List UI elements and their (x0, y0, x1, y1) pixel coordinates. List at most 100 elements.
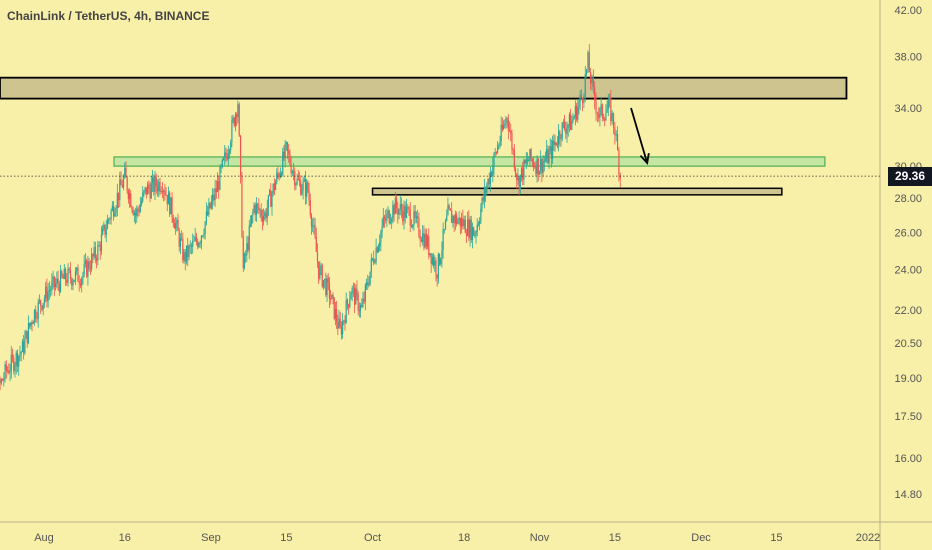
candle-body (468, 219, 470, 238)
x-tick-label: 15 (280, 532, 292, 544)
candle-body (134, 212, 137, 216)
candle-body (154, 177, 156, 192)
candle-body (45, 286, 47, 299)
candle-body (221, 159, 223, 167)
candle-body (178, 230, 180, 247)
candle-body (153, 177, 155, 192)
candle-body (424, 233, 426, 248)
candle-body (423, 233, 425, 248)
candle-body (522, 167, 524, 180)
candle-body (322, 280, 325, 287)
candle-body (581, 97, 584, 104)
candle-body (519, 174, 521, 190)
candle-body (234, 114, 237, 126)
candle-body (53, 276, 55, 287)
candle-body (368, 284, 370, 286)
candle-body (448, 205, 450, 209)
candle-body (115, 208, 117, 214)
candle-body (285, 142, 287, 145)
candle-body (549, 146, 551, 152)
candle-body (94, 246, 96, 258)
candle-body (200, 235, 203, 244)
candle-body (526, 159, 529, 162)
candle-body (353, 287, 356, 305)
candle-body (21, 341, 24, 352)
candle-body (110, 210, 112, 220)
candle-body (172, 217, 174, 224)
candle-body (418, 218, 420, 236)
candle-body (35, 309, 37, 319)
candle-body (422, 233, 424, 242)
candle-body (567, 124, 569, 129)
candle-body (15, 352, 17, 366)
candle-body (458, 217, 460, 221)
candle-body (588, 52, 590, 73)
candle-body (69, 270, 72, 279)
candle-body (459, 217, 461, 227)
y-tick-label: 14.80 (894, 489, 922, 501)
candle-body (339, 318, 341, 327)
candle-body (109, 219, 111, 221)
candle-body (38, 300, 41, 302)
candle-body (532, 161, 535, 167)
candle-body (491, 172, 493, 176)
candle-body (145, 187, 147, 195)
candle-body (290, 164, 292, 174)
candle-body (68, 268, 70, 271)
candle-body (334, 309, 337, 319)
candle-body (165, 194, 167, 196)
candle-body (580, 94, 582, 98)
candle-body (264, 212, 266, 217)
candle-body (359, 305, 362, 311)
candle-body (413, 211, 415, 225)
candle-body (128, 193, 131, 200)
candle-body (20, 351, 22, 354)
candle-body (528, 159, 530, 162)
candle-body (446, 215, 448, 221)
candle-body (62, 276, 64, 279)
candle-body (106, 219, 109, 229)
candle-body (432, 256, 435, 266)
candle-body (369, 271, 371, 285)
candle-body (511, 133, 513, 150)
candle-body (393, 205, 395, 215)
candle-body (184, 252, 186, 262)
candle-body (173, 223, 176, 229)
candle-body (500, 124, 502, 142)
candle-body (437, 253, 439, 279)
candle-body (215, 188, 217, 193)
candle-body (289, 154, 291, 165)
candle-body (379, 242, 381, 247)
candle-body (594, 86, 596, 101)
candle-body (553, 140, 555, 145)
candle-body (518, 177, 520, 190)
candle-body (79, 283, 82, 286)
candle-body (170, 197, 172, 215)
candle-body (507, 119, 509, 131)
candle-body (212, 194, 214, 202)
candle-body (181, 238, 183, 240)
y-tick-label: 20.50 (894, 338, 922, 350)
candle-body (457, 220, 459, 224)
candle-body (350, 293, 352, 300)
candle-body (105, 228, 107, 235)
candle-body (481, 197, 483, 209)
candle-body (88, 261, 90, 269)
candle-body (479, 221, 481, 225)
candle-body (179, 238, 182, 247)
candle-body (297, 178, 299, 180)
candle-body (25, 331, 27, 339)
candle-body (148, 184, 150, 189)
candle-body (193, 240, 195, 242)
candle-body (238, 104, 240, 136)
candle-body (155, 177, 157, 187)
candle-body (83, 263, 85, 274)
candle-body (46, 286, 48, 302)
candle-body (419, 235, 421, 240)
candle-body (381, 225, 383, 232)
candle-body (470, 219, 472, 241)
candle-body (547, 148, 549, 164)
candle-body (93, 246, 95, 257)
